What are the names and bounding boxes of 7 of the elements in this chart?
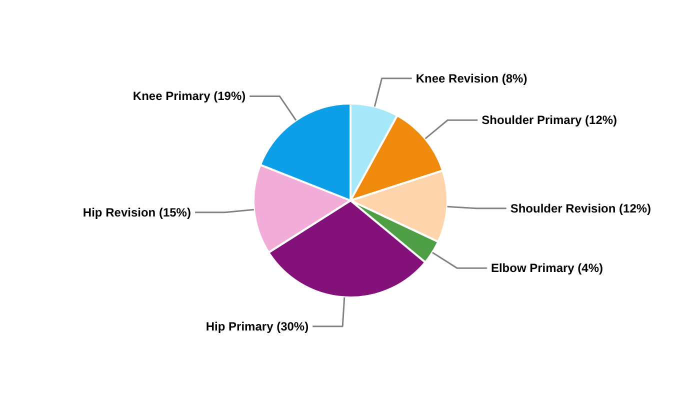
slice-label: Hip Revision (15%) xyxy=(82,205,191,220)
slice-label: Elbow Primary (4%) xyxy=(490,261,604,276)
slice-label: Shoulder Primary (12%) xyxy=(482,113,618,128)
slice-label: Knee Revision (8%) xyxy=(416,71,528,86)
slice-label: Shoulder Revision (12%) xyxy=(510,201,652,216)
slice-label: Hip Primary (30%) xyxy=(206,319,309,334)
slice-label: Knee Primary (19%) xyxy=(132,89,246,104)
